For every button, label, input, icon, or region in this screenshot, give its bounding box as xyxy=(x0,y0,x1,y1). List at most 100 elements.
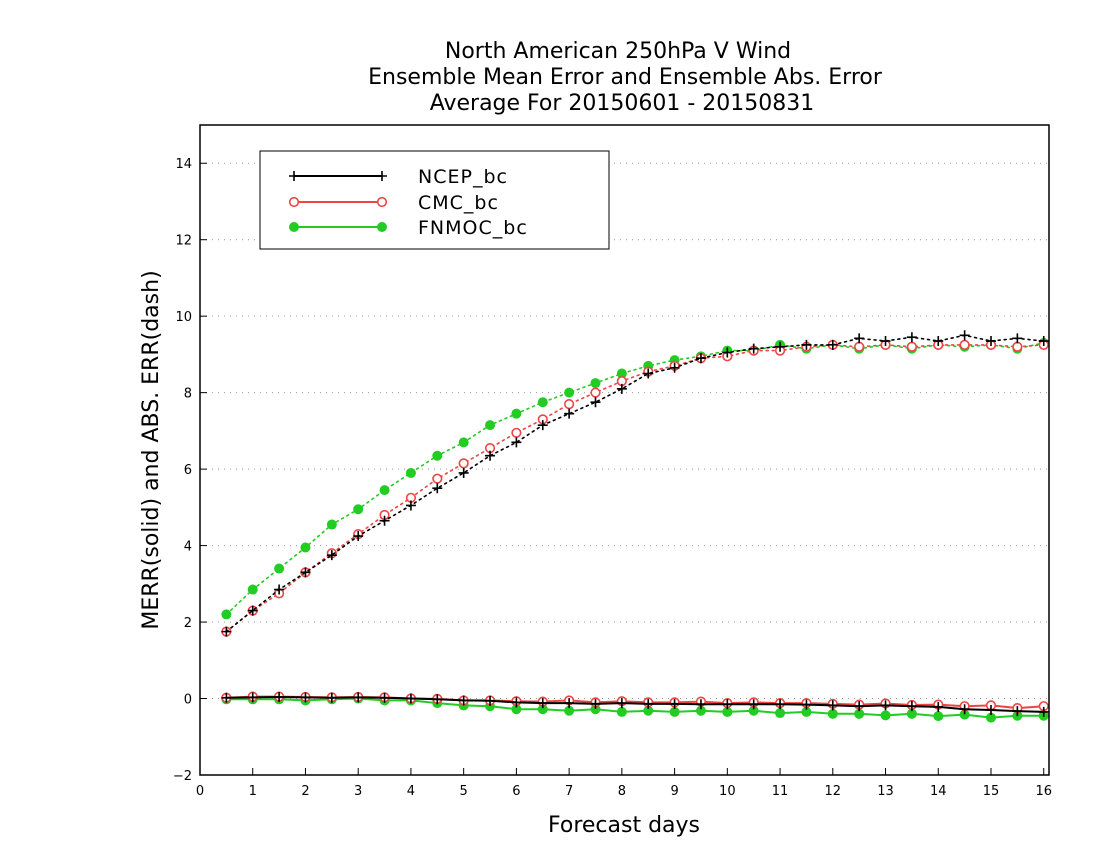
mean-error-point-ncepbc xyxy=(801,699,812,710)
legend-label-fnmoc: FNMOC_bc xyxy=(418,217,528,239)
mean-error-point-fnmocbc xyxy=(880,710,891,721)
abs-error-point-ncepbc xyxy=(854,333,865,344)
abs-error-point-cmcbc xyxy=(1012,341,1023,352)
mean-error-point-ncepbc xyxy=(247,692,258,703)
abs-error-point-fnmocbc xyxy=(326,519,337,530)
mean-error-point-fnmocbc xyxy=(695,705,706,716)
abs-error-point-fnmocbc xyxy=(379,485,390,496)
y-tick-label: 0 xyxy=(184,693,192,708)
mean-error-point-fnmocbc xyxy=(775,708,786,719)
x-tick-label: 9 xyxy=(670,784,678,799)
abs-error-point-ncepbc xyxy=(827,339,838,350)
legend-marker-fnmocbc xyxy=(377,222,387,232)
x-tick-label: 13 xyxy=(877,784,894,799)
mean-error-point-fnmocbc xyxy=(616,706,627,717)
y-tick-label: 6 xyxy=(184,463,192,478)
mean-error-point-ncepbc xyxy=(405,693,416,704)
abs-error-point-cmcbc xyxy=(854,341,865,352)
x-tick-label: 3 xyxy=(354,784,362,799)
mean-error-point-ncepbc xyxy=(906,701,917,712)
mean-error-point-ncepbc xyxy=(722,699,733,710)
series-layer xyxy=(221,330,1049,723)
legend-label-ncep: NCEP_bc xyxy=(418,166,508,188)
legend-marker-ncepbc xyxy=(289,171,299,181)
mean-error-point-fnmocbc xyxy=(906,708,917,719)
y-axis: −2 0 2 4 6 8 10 12 14 xyxy=(173,157,207,784)
abs-error-point-ncepbc xyxy=(695,353,706,364)
mean-error-point-ncepbc xyxy=(616,698,627,709)
x-tick-label: 8 xyxy=(618,784,626,799)
x-tick-label: 16 xyxy=(1035,784,1052,799)
series-ncepbc xyxy=(221,330,1049,717)
x-tick-label: 0 xyxy=(196,784,204,799)
abs-error-point-ncepbc xyxy=(748,343,759,354)
mean-error-point-fnmocbc xyxy=(643,705,654,716)
chart-title-line-2: Ensemble Mean Error and Ensemble Abs. Er… xyxy=(368,65,883,90)
abs-error-point-ncepbc xyxy=(801,339,812,350)
abs-error-point-ncepbc xyxy=(933,336,944,347)
mean-error-point-fnmocbc xyxy=(985,712,996,723)
mean-error-point-ncepbc xyxy=(485,695,496,706)
mean-error-point-fnmocbc xyxy=(748,705,759,716)
mean-error-point-ncepbc xyxy=(1012,706,1023,717)
mean-error-point-ncepbc xyxy=(933,701,944,712)
mean-error-point-ncepbc xyxy=(669,698,680,709)
x-tick-label: 10 xyxy=(719,784,736,799)
chart-title-line-1: North American 250hPa V Wind xyxy=(445,39,791,64)
mean-error-point-ncepbc xyxy=(959,704,970,715)
x-tick-label: 1 xyxy=(249,784,257,799)
y-tick-label: 12 xyxy=(175,234,192,249)
mean-error-point-fnmocbc xyxy=(801,706,812,717)
mean-error-point-fnmocbc xyxy=(959,709,970,720)
legend-marker-cmcbc xyxy=(288,196,300,208)
abs-error-point-fnmocbc xyxy=(616,368,627,379)
abs-error-point-ncepbc xyxy=(326,550,337,561)
abs-error-point-fnmocbc xyxy=(432,450,443,461)
mean-error-point-ncepbc xyxy=(985,705,996,715)
abs-error-point-ncepbc xyxy=(959,330,970,341)
y-tick-label: 4 xyxy=(184,540,192,555)
mean-error-point-fnmocbc xyxy=(854,708,865,719)
mean-error-point-ncepbc xyxy=(590,698,601,709)
abs-error-point-fnmocbc xyxy=(537,397,548,408)
legend-marker-cmcbc xyxy=(376,196,388,208)
abs-error-point-ncepbc xyxy=(379,515,390,526)
abs-error-point-ncepbc xyxy=(1012,333,1023,344)
abs-error-point-cmcbc xyxy=(959,339,970,350)
mean-error-point-ncepbc xyxy=(221,692,232,703)
abs-error-point-fnmocbc xyxy=(405,467,416,478)
mean-error-point-fnmocbc xyxy=(511,704,522,715)
legend-label-cmc: CMC_bc xyxy=(418,192,499,214)
mean-error-point-ncepbc xyxy=(827,700,838,711)
abs-error-point-ncepbc xyxy=(247,605,258,616)
legend-items xyxy=(288,171,388,232)
abs-error-point-ncepbc xyxy=(1038,336,1049,347)
mean-error-point-fnmocbc xyxy=(933,711,944,722)
x-tick-label: 4 xyxy=(407,784,415,799)
abs-error-point-fnmocbc xyxy=(511,408,522,419)
plot-frame xyxy=(199,124,1050,776)
abs-error-point-ncepbc xyxy=(511,437,522,448)
x-axis-label: Forecast days xyxy=(548,813,700,838)
legend-marker-ncepbc xyxy=(377,171,387,181)
abs-error-point-ncepbc xyxy=(906,332,917,343)
mean-error-point-ncepbc xyxy=(511,697,522,708)
y-tick-label: −2 xyxy=(173,769,192,784)
abs-error-point-ncepbc xyxy=(564,408,575,419)
abs-error-point-fnmocbc xyxy=(300,542,311,553)
x-tick-label: 5 xyxy=(460,784,468,799)
abs-error-point-fnmocbc xyxy=(247,584,258,595)
x-tick-label: 15 xyxy=(983,784,1000,799)
chart-title-line-3: Average For 20150601 - 20150831 xyxy=(430,91,815,116)
abs-error-point-cmcbc xyxy=(432,473,443,484)
abs-error-point-ncepbc xyxy=(353,531,364,542)
mean-error-point-ncepbc xyxy=(353,692,364,703)
mean-error-point-fnmocbc xyxy=(827,708,838,719)
mean-error-point-ncepbc xyxy=(326,692,337,703)
y-axis-label: MERR(solid) and ABS. ERR(dash) xyxy=(139,270,164,629)
abs-error-point-ncepbc xyxy=(537,420,548,431)
x-tick-label: 11 xyxy=(772,784,789,799)
abs-error-point-fnmocbc xyxy=(353,504,364,515)
mean-error-point-ncepbc xyxy=(300,692,311,703)
mean-error-point-ncepbc xyxy=(643,698,654,709)
